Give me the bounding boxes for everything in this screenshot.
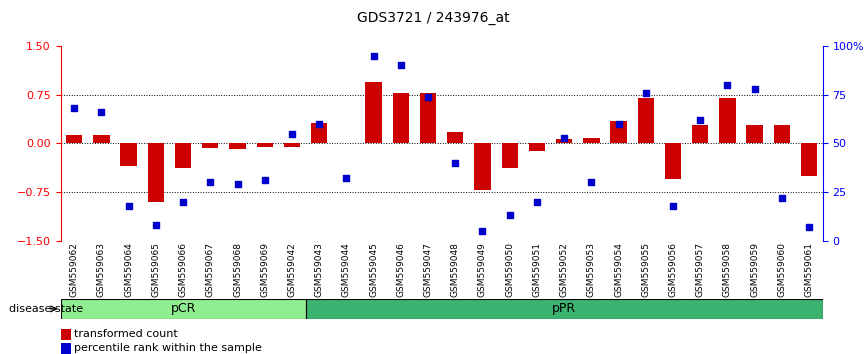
Point xyxy=(721,82,734,88)
Point xyxy=(68,105,81,111)
Bar xyxy=(61,299,306,319)
Bar xyxy=(692,125,708,143)
Bar xyxy=(501,143,518,168)
Point xyxy=(230,181,244,187)
Bar xyxy=(529,143,545,151)
Point xyxy=(149,222,163,228)
Bar xyxy=(773,125,790,143)
Bar xyxy=(392,93,409,143)
Point xyxy=(503,212,517,218)
Bar xyxy=(637,98,654,143)
Point xyxy=(585,179,598,185)
Bar xyxy=(66,135,82,143)
Bar xyxy=(306,299,823,319)
Point xyxy=(530,199,544,205)
Bar xyxy=(420,93,436,143)
Point xyxy=(366,53,380,58)
Text: pCR: pCR xyxy=(171,302,196,315)
Bar xyxy=(148,143,164,202)
Point xyxy=(421,94,435,99)
Bar xyxy=(583,138,599,143)
Bar xyxy=(447,132,463,143)
Bar xyxy=(202,143,218,148)
Bar xyxy=(475,143,491,190)
Bar xyxy=(311,122,327,143)
Bar xyxy=(94,135,110,143)
Point xyxy=(639,90,653,96)
Point xyxy=(557,135,571,140)
Point xyxy=(313,121,326,127)
Bar xyxy=(746,125,763,143)
Point xyxy=(258,178,272,183)
Text: GDS3721 / 243976_at: GDS3721 / 243976_at xyxy=(357,11,509,25)
Bar xyxy=(665,143,682,179)
Point xyxy=(611,121,625,127)
Bar xyxy=(720,98,735,143)
Point xyxy=(176,199,190,205)
Point xyxy=(747,86,761,92)
Bar xyxy=(229,143,246,149)
Bar xyxy=(801,143,818,176)
Point xyxy=(775,195,789,201)
Bar xyxy=(256,143,273,147)
Bar xyxy=(611,121,627,143)
Point xyxy=(802,224,816,230)
Bar xyxy=(365,82,382,143)
Point xyxy=(694,117,708,123)
Text: percentile rank within the sample: percentile rank within the sample xyxy=(74,343,262,353)
Bar xyxy=(61,329,71,340)
Point xyxy=(94,109,108,115)
Point xyxy=(475,228,489,234)
Text: pPR: pPR xyxy=(552,302,576,315)
Point xyxy=(122,203,136,209)
Point xyxy=(449,160,462,166)
Point xyxy=(666,203,680,209)
Point xyxy=(394,63,408,68)
Text: disease state: disease state xyxy=(9,304,83,314)
Bar xyxy=(284,143,301,147)
Bar xyxy=(556,139,572,143)
Bar xyxy=(120,143,137,166)
Point xyxy=(339,176,353,181)
Text: transformed count: transformed count xyxy=(74,329,178,339)
Point xyxy=(204,179,217,185)
Bar xyxy=(61,343,71,354)
Point xyxy=(285,131,299,136)
Bar xyxy=(175,143,191,168)
